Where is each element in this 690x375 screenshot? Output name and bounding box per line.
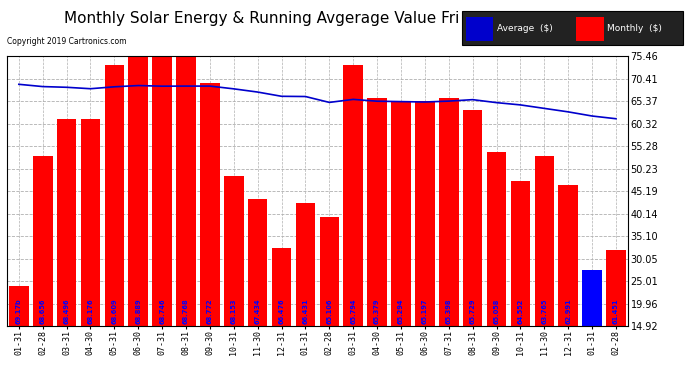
Text: 66.431: 66.431 (302, 298, 308, 324)
Text: 66.476: 66.476 (279, 298, 284, 324)
Bar (463, 110, 482, 326)
Text: Copyright 2019 Cartronics.com: Copyright 2019 Cartronics.com (7, 38, 126, 46)
Bar (511, 181, 530, 326)
Text: 61.451: 61.451 (613, 298, 619, 324)
Bar (344, 65, 363, 326)
Text: 63.765: 63.765 (541, 298, 547, 324)
Text: 65.729: 65.729 (470, 298, 475, 324)
Bar (33, 156, 52, 326)
Text: 69.17b: 69.17b (16, 298, 22, 324)
Bar (391, 100, 411, 326)
Text: Monthly  ($): Monthly ($) (607, 24, 662, 33)
Bar (439, 99, 459, 326)
Bar (535, 156, 554, 326)
Text: 67.434: 67.434 (255, 298, 261, 324)
Bar (9, 286, 28, 326)
Text: 68.656: 68.656 (40, 298, 46, 324)
Text: 65.794: 65.794 (351, 298, 356, 324)
Bar (248, 199, 268, 326)
Text: Monthly Solar Energy & Running Avgerage Value Fri Mar 8 17:53: Monthly Solar Energy & Running Avgerage … (64, 11, 557, 26)
Bar (558, 185, 578, 326)
Text: 68.746: 68.746 (159, 298, 165, 324)
Text: 68.889: 68.889 (135, 298, 141, 324)
Text: 65.379: 65.379 (374, 298, 380, 324)
Bar (582, 270, 602, 326)
Bar (81, 118, 100, 326)
Bar (176, 57, 196, 326)
Text: 64.552: 64.552 (518, 298, 524, 324)
Text: 68.768: 68.768 (183, 298, 189, 324)
Text: 68.496: 68.496 (63, 298, 70, 324)
Bar (57, 118, 77, 326)
Bar (296, 203, 315, 326)
Text: 65.106: 65.106 (326, 298, 333, 324)
Text: 68.772: 68.772 (207, 298, 213, 324)
Text: 68.609: 68.609 (111, 298, 117, 324)
Bar (105, 65, 124, 326)
Bar (152, 57, 172, 326)
Bar (200, 83, 219, 326)
Bar (224, 177, 244, 326)
Bar (128, 57, 148, 326)
Bar (367, 99, 387, 326)
Text: 65.058: 65.058 (493, 298, 500, 324)
Text: 68.176: 68.176 (88, 298, 94, 324)
Text: 62.061: 62.061 (589, 298, 595, 324)
Text: 65.398: 65.398 (446, 298, 452, 324)
Bar (486, 152, 506, 326)
Text: 68.153: 68.153 (230, 298, 237, 324)
Bar (607, 250, 626, 326)
Bar (319, 217, 339, 326)
Bar (415, 100, 435, 326)
Text: 65.294: 65.294 (398, 298, 404, 324)
Text: Average  ($): Average ($) (497, 24, 553, 33)
Text: 65.197: 65.197 (422, 298, 428, 324)
Bar (272, 248, 291, 326)
Text: 62.991: 62.991 (565, 298, 571, 324)
